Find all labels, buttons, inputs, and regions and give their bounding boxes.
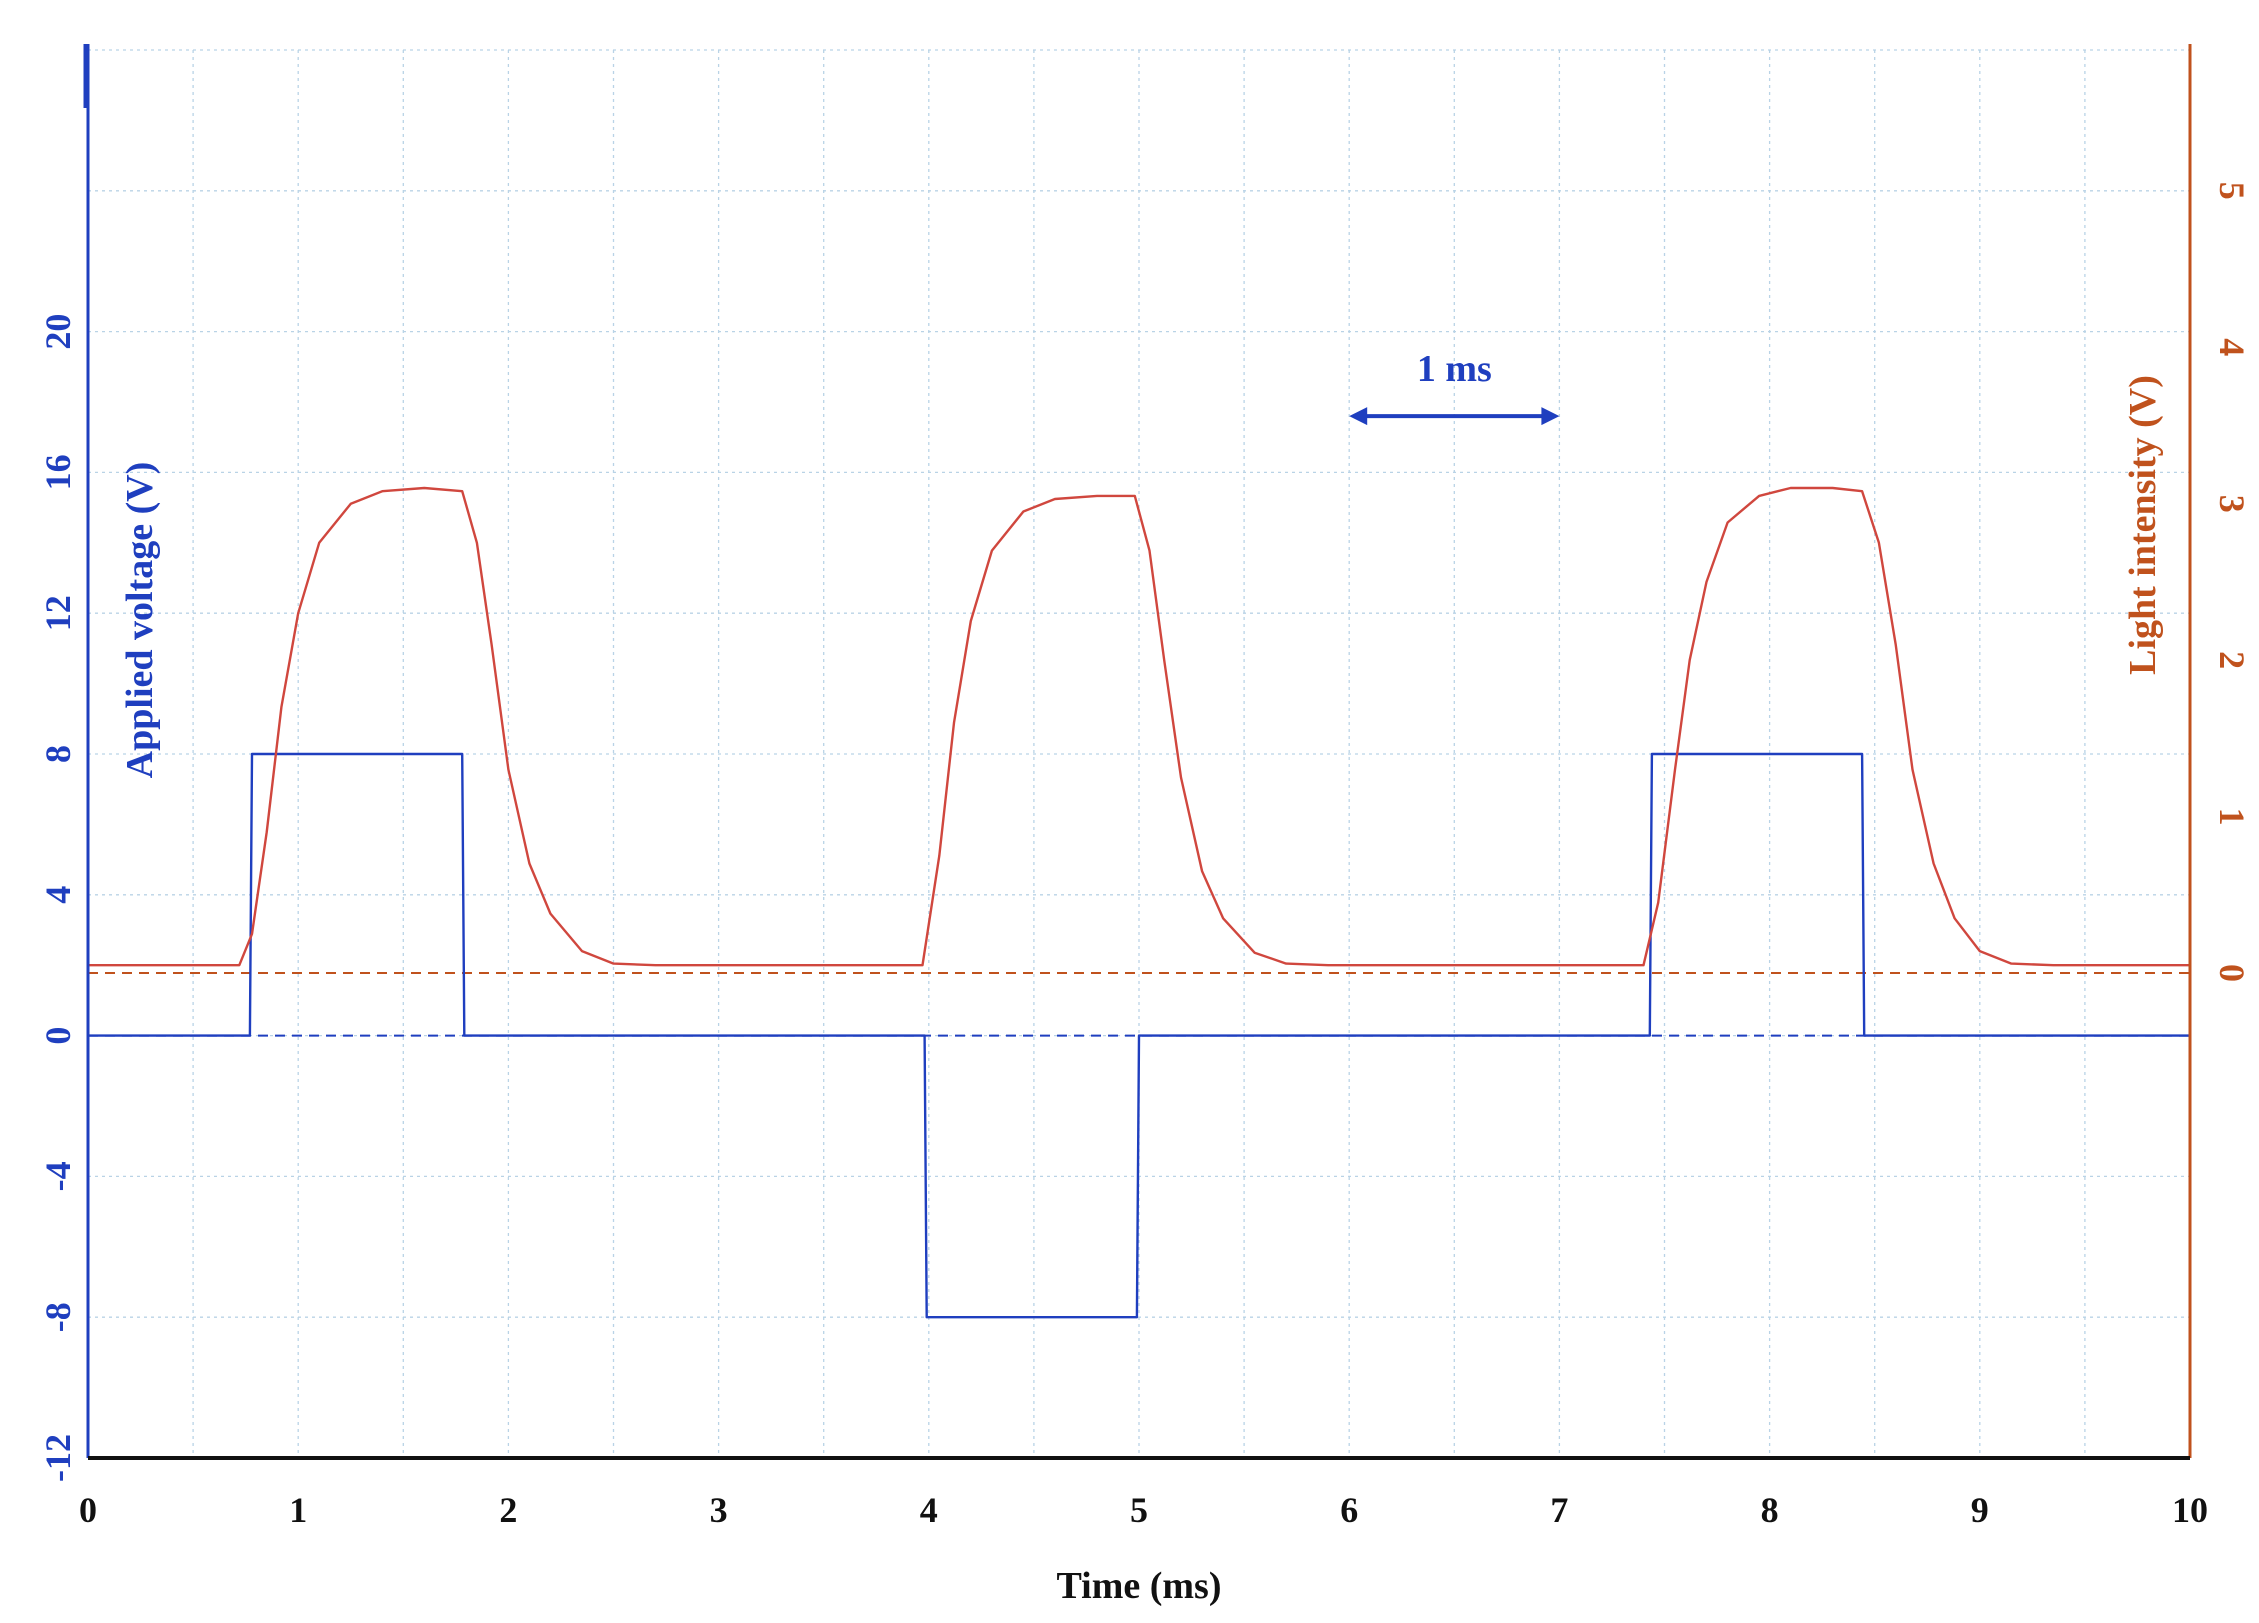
x-tick-label: 6 xyxy=(1340,1490,1358,1530)
y-left-tick-label: 0 xyxy=(38,1027,78,1045)
y-left-tick-label: 16 xyxy=(38,454,78,490)
applied-voltage-trace xyxy=(88,752,2190,1319)
annotation xyxy=(1349,407,1560,426)
y-right-tick-label: 3 xyxy=(2212,495,2252,513)
y-right-tick-label: 0 xyxy=(2212,964,2252,982)
annotation-arrowhead-right xyxy=(1541,407,1560,426)
x-tick-label: 4 xyxy=(920,1490,938,1530)
x-tick-label: 3 xyxy=(710,1490,728,1530)
annotation-arrowhead-left xyxy=(1349,407,1368,426)
y-right-tick-label: 5 xyxy=(2212,182,2252,200)
y-left-tick-label: -12 xyxy=(38,1434,78,1482)
light-intensity-trace xyxy=(88,486,2190,967)
y-left-tick-label: 20 xyxy=(38,314,78,350)
y-right-tick-label: 4 xyxy=(2212,338,2252,356)
x-tick-label: 7 xyxy=(1550,1490,1568,1530)
grid xyxy=(88,49,2190,1458)
axes xyxy=(83,44,2192,1460)
y-axis-right-label: Light intensity (V) xyxy=(2122,375,2164,675)
y-left-tick-label: 4 xyxy=(38,886,78,904)
x-tick-label: 5 xyxy=(1130,1490,1148,1530)
x-tick-label: 0 xyxy=(79,1490,97,1530)
x-tick-label: 10 xyxy=(2172,1490,2208,1530)
series-layer xyxy=(88,486,2190,1319)
x-tick-label: 9 xyxy=(1971,1490,1989,1530)
x-tick-label: 2 xyxy=(499,1490,517,1530)
x-tick-label: 1 xyxy=(289,1490,307,1530)
reference-lines xyxy=(88,972,2190,1037)
annotation-label: 1 ms xyxy=(1417,348,1492,390)
y-left-tick-label: -4 xyxy=(38,1161,78,1191)
y-right-tick-label: 1 xyxy=(2212,808,2252,826)
y-right-tick-label: 2 xyxy=(2212,651,2252,669)
y-left-tick-label: -8 xyxy=(38,1302,78,1332)
x-axis-label: Time (ms) xyxy=(1057,1565,1222,1607)
y-left-tick-label: 8 xyxy=(38,745,78,763)
y-axis-left-label: Applied voltage (V) xyxy=(119,462,161,779)
x-tick-label: 8 xyxy=(1761,1490,1779,1530)
y-left-tick-label: 12 xyxy=(38,595,78,631)
